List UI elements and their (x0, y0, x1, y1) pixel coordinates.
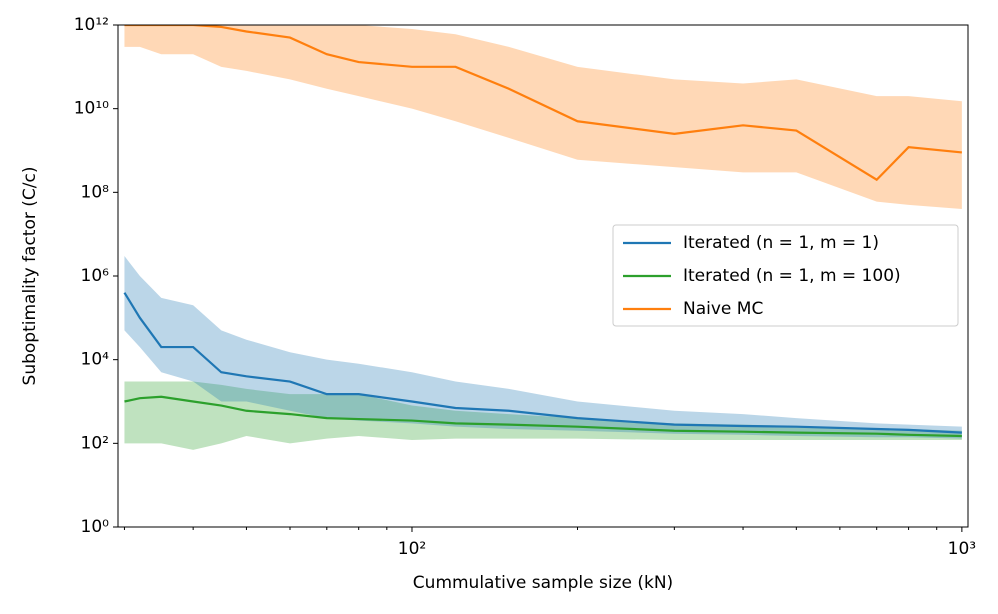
y-tick-label: 10¹⁰ (74, 99, 109, 119)
legend: Iterated (n = 1, m = 1) Iterated (n = 1, … (612, 224, 959, 327)
series-line (124, 25, 962, 182)
y-tick-label: 10¹² (74, 15, 109, 35)
x-axis-label: Cummulative sample size (kN) (413, 573, 673, 593)
lines (123, 25, 962, 438)
y-tick-label: 10⁸ (81, 182, 110, 202)
y-axis-label: Suboptimality factor (C/c) (20, 167, 40, 386)
band (124, 25, 962, 209)
x-tick-label: 10³ (948, 539, 976, 559)
legend-label: Naive MC (683, 299, 763, 319)
y-tick-label: 10⁶ (81, 266, 110, 286)
y-tick-label: 10⁰ (81, 517, 110, 537)
legend-label: Iterated (n = 1, m = 1) (683, 233, 879, 253)
band (124, 256, 962, 439)
y-tick-label: 10² (81, 433, 109, 453)
x-tick-label: 10² (398, 539, 426, 559)
series-line (124, 395, 962, 438)
legend-box (612, 224, 959, 327)
legend-label: Iterated (n = 1, m = 100) (683, 266, 901, 286)
y-tick-label: 10⁴ (81, 350, 110, 370)
series-line (123, 292, 962, 434)
